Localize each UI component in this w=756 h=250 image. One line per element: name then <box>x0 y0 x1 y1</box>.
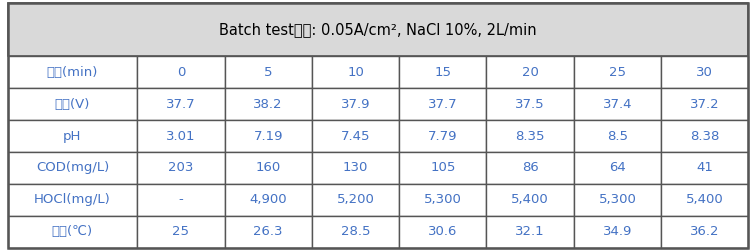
Bar <box>311 120 399 152</box>
Bar <box>487 216 574 248</box>
Bar <box>8 152 138 184</box>
Text: 30: 30 <box>696 66 713 79</box>
Text: HOCl(mg/L): HOCl(mg/L) <box>34 193 111 206</box>
Bar <box>8 120 138 152</box>
Bar <box>138 56 225 88</box>
Bar <box>311 152 399 184</box>
Text: 8.38: 8.38 <box>690 130 720 142</box>
Bar <box>138 88 225 120</box>
Text: COD(mg/L): COD(mg/L) <box>36 162 109 174</box>
Text: Batch test조건: 0.05A/cm², NaCl 10%, 2L/min: Batch test조건: 0.05A/cm², NaCl 10%, 2L/mi… <box>219 22 537 37</box>
Text: 203: 203 <box>168 162 194 174</box>
Text: 86: 86 <box>522 162 538 174</box>
Text: 64: 64 <box>609 162 626 174</box>
Text: 10: 10 <box>347 66 364 79</box>
Text: 37.7: 37.7 <box>428 98 457 111</box>
Text: 26.3: 26.3 <box>253 225 283 238</box>
Bar <box>487 88 574 120</box>
Text: 160: 160 <box>256 162 280 174</box>
Text: 25: 25 <box>609 66 626 79</box>
Text: 30.6: 30.6 <box>428 225 457 238</box>
Text: 7.79: 7.79 <box>428 130 457 142</box>
Bar <box>311 216 399 248</box>
Bar <box>399 216 487 248</box>
Bar <box>661 184 748 216</box>
Bar <box>574 184 661 216</box>
Bar <box>138 216 225 248</box>
Bar <box>661 216 748 248</box>
Text: 20: 20 <box>522 66 538 79</box>
Text: -: - <box>178 193 183 206</box>
Bar <box>661 152 748 184</box>
Text: 105: 105 <box>430 162 456 174</box>
Bar <box>311 184 399 216</box>
Text: 5,300: 5,300 <box>424 193 462 206</box>
Bar <box>138 120 225 152</box>
Text: 시간(min): 시간(min) <box>47 66 98 79</box>
Bar <box>661 56 748 88</box>
Bar <box>8 56 138 88</box>
Bar <box>225 88 311 120</box>
Text: 8.35: 8.35 <box>516 130 545 142</box>
Text: 4,900: 4,900 <box>249 193 287 206</box>
Bar <box>225 184 311 216</box>
Bar <box>399 184 487 216</box>
Bar <box>574 216 661 248</box>
Text: 38.2: 38.2 <box>253 98 283 111</box>
Text: 5,400: 5,400 <box>511 193 549 206</box>
Bar <box>487 184 574 216</box>
Bar <box>487 152 574 184</box>
Text: 28.5: 28.5 <box>341 225 370 238</box>
Bar <box>8 184 138 216</box>
Bar <box>225 120 311 152</box>
Bar <box>574 120 661 152</box>
Text: 34.9: 34.9 <box>603 225 632 238</box>
Bar <box>574 88 661 120</box>
Text: 0: 0 <box>177 66 185 79</box>
Text: 8.5: 8.5 <box>607 130 628 142</box>
Bar <box>8 2 748 56</box>
Text: 37.5: 37.5 <box>516 98 545 111</box>
Bar <box>138 184 225 216</box>
Bar <box>399 56 487 88</box>
Bar <box>574 56 661 88</box>
Bar <box>399 120 487 152</box>
Text: 7.45: 7.45 <box>341 130 370 142</box>
Text: 130: 130 <box>342 162 368 174</box>
Text: 15: 15 <box>435 66 451 79</box>
Bar <box>487 120 574 152</box>
Text: 7.19: 7.19 <box>253 130 283 142</box>
Bar <box>487 56 574 88</box>
Text: 5,200: 5,200 <box>336 193 374 206</box>
Text: 41: 41 <box>696 162 713 174</box>
Text: 25: 25 <box>172 225 189 238</box>
Text: 37.2: 37.2 <box>690 98 720 111</box>
Bar <box>138 152 225 184</box>
Bar <box>311 56 399 88</box>
Text: 37.4: 37.4 <box>603 98 632 111</box>
Bar <box>661 88 748 120</box>
Bar <box>661 120 748 152</box>
Bar <box>399 88 487 120</box>
Text: 5: 5 <box>264 66 272 79</box>
Text: 3.01: 3.01 <box>166 130 196 142</box>
Text: 32.1: 32.1 <box>516 225 545 238</box>
Bar <box>225 216 311 248</box>
Bar <box>225 152 311 184</box>
Bar <box>8 88 138 120</box>
Text: 5,400: 5,400 <box>686 193 723 206</box>
Bar <box>311 88 399 120</box>
Text: 36.2: 36.2 <box>690 225 720 238</box>
Text: pH: pH <box>64 130 82 142</box>
Text: 37.7: 37.7 <box>166 98 196 111</box>
Text: 37.9: 37.9 <box>341 98 370 111</box>
Bar <box>574 152 661 184</box>
Bar <box>8 216 138 248</box>
Bar <box>399 152 487 184</box>
Text: 5,300: 5,300 <box>599 193 637 206</box>
Bar <box>225 56 311 88</box>
Text: 전압(V): 전압(V) <box>54 98 90 111</box>
Text: 온도(℃): 온도(℃) <box>52 225 93 238</box>
